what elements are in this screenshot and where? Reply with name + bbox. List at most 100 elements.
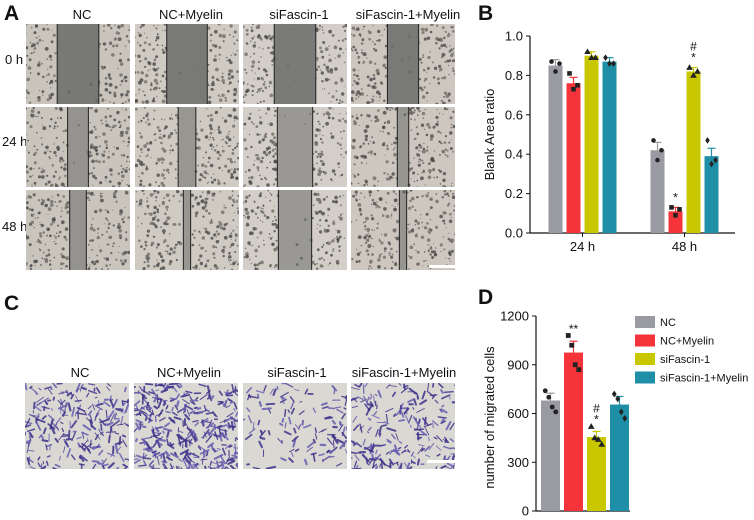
wound-micrograph — [243, 24, 347, 104]
data-point — [686, 64, 693, 70]
bar — [541, 400, 560, 511]
bar — [602, 61, 617, 233]
data-point — [549, 404, 555, 410]
y-tick-label: 1.0 — [505, 29, 523, 44]
y-tick-label: 0 — [522, 504, 529, 519]
data-point — [659, 147, 664, 153]
wound-row-label-48h: 48 h — [2, 219, 28, 234]
wound-col-title-nc: NC — [72, 7, 92, 22]
wound-micrograph — [135, 107, 239, 187]
wound-micrograph — [135, 190, 239, 270]
y-tick-label: 0.8 — [505, 68, 523, 83]
data-point — [615, 395, 621, 403]
data-point — [542, 388, 548, 394]
wound-col-title-sifascin: siFascin-1 — [269, 7, 329, 22]
data-point — [690, 72, 697, 78]
x-tick-label: 24 h — [570, 239, 595, 254]
data-point — [705, 137, 710, 144]
y-axis-title: Blank Area ratio — [482, 89, 497, 181]
blank-area-ratio-chart: 0.0 0.2 0.4 0.6 0.8 1.0 Blank Area ratio 24 h 48… — [482, 29, 735, 254]
transwell-col-title-nc-myelin: NC+Myelin — [157, 365, 221, 380]
bar — [584, 55, 599, 234]
data-point — [591, 434, 599, 441]
wound-gap — [278, 190, 312, 270]
transwell-micrograph — [243, 383, 347, 469]
panel-label-a: A — [4, 2, 20, 25]
data-point — [553, 409, 559, 415]
wound-micrograph — [243, 107, 347, 187]
bar — [564, 352, 583, 511]
wound-micrograph — [135, 24, 239, 104]
x-tick-label: 48 h — [672, 239, 697, 254]
y-tick-label: 0.2 — [505, 186, 523, 201]
panel-label-b: B — [478, 2, 494, 25]
data-point — [694, 68, 701, 74]
data-point — [651, 138, 656, 143]
panel-label-d: D — [478, 286, 494, 309]
bar — [668, 211, 683, 233]
significance-mark: # — [690, 40, 697, 54]
data-point — [673, 212, 678, 218]
significance-mark: # — [593, 401, 600, 415]
transwell-col-title-sifascin-myelin: siFascin-1+Myelin — [351, 365, 457, 380]
data-point — [611, 390, 617, 398]
legend-label: siFascin-1+Myelin — [660, 373, 748, 385]
legend-swatch — [635, 353, 655, 365]
legend-label: NC+Myelin — [660, 336, 714, 348]
bar — [650, 150, 665, 233]
legend-label: siFascin-1 — [660, 354, 710, 366]
data-point — [598, 440, 606, 447]
bar — [548, 65, 563, 233]
wound-col-title-sifascin-myelin: siFascin-1+Myelin — [355, 7, 461, 22]
y-tick-label: 0.6 — [505, 107, 523, 122]
wound-micrograph — [351, 107, 455, 187]
transwell-col-title-nc: NC — [70, 365, 90, 380]
wound-gap — [387, 24, 419, 104]
y-tick-label: 1200 — [500, 309, 529, 324]
wound-gap — [277, 107, 313, 187]
y-tick-label: 300 — [507, 455, 529, 470]
wound-micrograph — [26, 107, 130, 187]
transwell-scale-bar — [427, 460, 455, 463]
significance-mark: * — [594, 412, 599, 426]
data-point — [655, 157, 660, 163]
significance-mark: ** — [569, 322, 579, 336]
wound-micrograph — [26, 190, 130, 270]
bar — [610, 404, 629, 511]
data-point — [592, 54, 599, 60]
wound-row-label-0h: 0 h — [5, 52, 24, 67]
wound-gap — [183, 190, 191, 270]
data-point — [677, 207, 682, 212]
data-point — [567, 71, 572, 76]
significance-mark: * — [691, 51, 696, 65]
wound-gap — [57, 24, 99, 104]
wound-gap — [166, 24, 208, 104]
wound-gap — [178, 107, 196, 187]
wound-micrograph — [351, 24, 455, 104]
data-point — [603, 54, 608, 61]
data-point — [565, 333, 571, 338]
y-tick-label: 0.4 — [505, 147, 523, 162]
data-point — [584, 48, 591, 55]
bar — [587, 437, 606, 511]
wound-gap — [67, 107, 89, 187]
wound-gap — [397, 107, 409, 187]
wound-gap — [69, 190, 87, 270]
wound-micrograph — [26, 24, 130, 104]
wound-gap — [274, 24, 316, 104]
data-point — [669, 205, 674, 210]
transwell-col-title-sifascin: siFascin-1 — [267, 365, 327, 380]
y-axis-title: number of migrated cells — [482, 346, 497, 489]
data-point — [569, 342, 575, 348]
transwell-micrograph — [25, 383, 129, 469]
wound-row-label-24h: 24 h — [2, 134, 28, 149]
wound-gap — [399, 190, 407, 270]
data-point — [594, 436, 602, 442]
wound-micrograph — [351, 190, 455, 270]
data-point — [576, 367, 582, 373]
legend-swatch — [635, 316, 655, 328]
data-point — [546, 394, 552, 400]
data-point — [575, 82, 580, 88]
data-point — [572, 362, 578, 368]
